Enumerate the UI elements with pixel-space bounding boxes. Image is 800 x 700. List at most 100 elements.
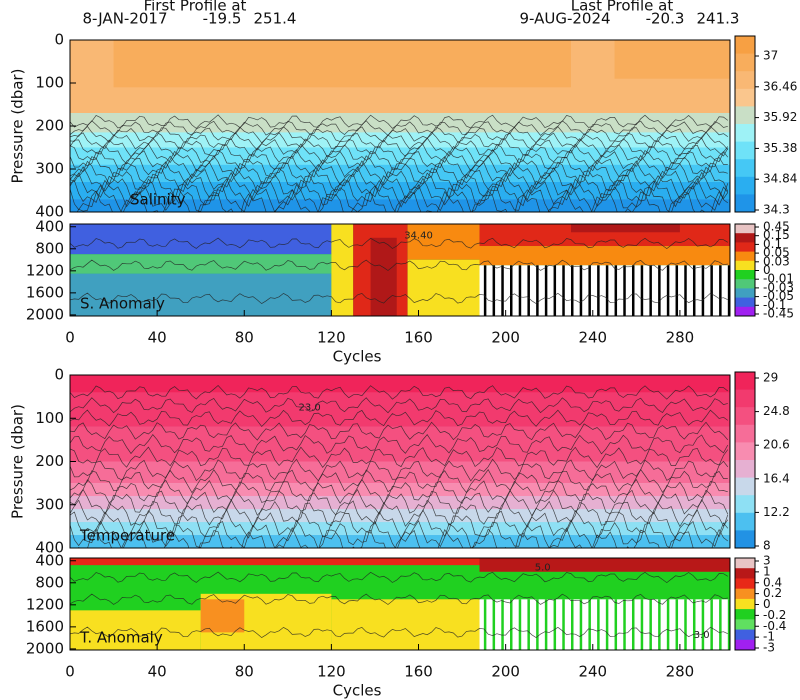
y-tick-label: 800: [35, 573, 64, 591]
colorbar-frame: [734, 35, 756, 213]
contour-line: [70, 519, 729, 548]
x-tick-label: 80: [235, 329, 254, 347]
x-tick-label: 240: [578, 663, 607, 681]
contour-line: [70, 434, 729, 455]
deep-profile: [597, 265, 600, 316]
x-tick-label: 280: [666, 329, 695, 347]
x-tick-label: 280: [666, 663, 695, 681]
colorbar-segment: [735, 530, 755, 549]
deep-profile: [675, 265, 679, 316]
y-tick-label: 400: [35, 203, 64, 221]
first-lon: 251.4: [254, 10, 297, 28]
first-date: 8-JAN-2017: [82, 10, 167, 28]
x-axis-label: Cycles: [333, 682, 382, 700]
field: [70, 224, 730, 316]
deep-profile: [727, 265, 730, 316]
colorbar-frame: [734, 371, 756, 549]
field-region: [370, 237, 397, 316]
field-region: [331, 599, 480, 650]
x-tick-label: 200: [491, 663, 520, 681]
contour-line: [70, 509, 729, 540]
colorbar-segment: [735, 442, 755, 461]
x-tick-label: 0: [65, 663, 75, 681]
deep-profile: [483, 265, 487, 316]
y-tick-label: 2000: [26, 305, 64, 323]
contour-line: [70, 446, 729, 469]
contour-line: [70, 143, 729, 165]
colorbar-segment: [735, 176, 755, 195]
contour-line: [70, 237, 728, 250]
colorbar-segment: [735, 568, 755, 579]
contour-line: [70, 409, 729, 428]
deep-profile: [510, 265, 513, 316]
panel-label: Temperature: [79, 527, 175, 545]
colorbar-label: -0.05: [763, 289, 794, 303]
contour-line: [70, 421, 729, 441]
y-axis-label: Pressure (dbar): [9, 404, 27, 519]
deep-profile: [579, 599, 583, 650]
colorbar-label: 0.05: [763, 246, 790, 260]
colorbar-segment: [735, 588, 755, 600]
colorbar-label: 8: [763, 539, 771, 553]
field-region: [200, 599, 245, 633]
field-region: [614, 40, 730, 79]
deep-profile: [527, 265, 530, 316]
x-tick-label: 80: [235, 663, 254, 681]
deep-profile: [623, 265, 626, 316]
colorbar-segment: [735, 297, 755, 308]
panel-label: S. Anomaly: [80, 295, 165, 313]
y-tick-label: 400: [35, 539, 64, 557]
colorbar-label: 0: [763, 263, 771, 277]
colorbar-label: -3: [763, 641, 775, 655]
y-axis-label: Pressure (dbar): [9, 69, 27, 184]
deep-profile: [588, 599, 591, 650]
deep-profile: [675, 599, 679, 650]
colorbar-segment: [735, 578, 755, 590]
colorbar-label: 36.46: [763, 79, 797, 93]
deep-profile: [553, 599, 557, 650]
colorbar-label: 16.4: [763, 471, 790, 485]
field-region: [70, 147, 730, 165]
colorbar-segment: [735, 424, 755, 443]
deep-profile: [623, 599, 626, 650]
colorbar-segment: [735, 619, 755, 631]
last-profile-label: Last Profile at: [571, 0, 674, 15]
x-tick-label: 40: [148, 329, 167, 347]
colorbar-label: 0.15: [763, 228, 790, 242]
deep-profile: [701, 599, 705, 650]
contour-line: [70, 177, 729, 208]
deep-profile: [692, 265, 696, 316]
contour-line: [70, 385, 729, 400]
colorbar-label: 37: [763, 49, 778, 63]
colorbar-label: -0.2: [763, 608, 786, 622]
colorbar-label: 0.03: [763, 254, 790, 268]
colorbar-label: 29: [763, 371, 778, 385]
colorbar-segment: [735, 242, 755, 253]
deep-profile: [658, 265, 661, 316]
deep-profile: [597, 599, 600, 650]
deep-profile: [614, 265, 618, 316]
colorbar-segment: [735, 88, 755, 107]
colorbar-label: 0.2: [763, 586, 782, 600]
x-tick-label: 120: [317, 663, 346, 681]
deep-profile: [666, 265, 670, 316]
colorbar-segment: [735, 495, 755, 514]
colorbar-label: -0.45: [763, 307, 794, 321]
colorbar-segment: [735, 629, 755, 641]
colorbar-segment: [735, 389, 755, 408]
y-tick-label: 100: [35, 74, 64, 92]
contour-line: [70, 160, 728, 187]
colorbar-segment: [735, 288, 755, 299]
colorbar-segment: [735, 460, 755, 479]
deep-profile: [510, 599, 513, 650]
field-region: [570, 224, 680, 233]
contour-line: [70, 478, 728, 505]
colorbar-label: -0.4: [763, 619, 786, 633]
deep-profile: [719, 599, 722, 650]
y-tick-label: 1600: [26, 283, 64, 301]
deep-profile: [544, 599, 548, 650]
colorbar-segment: [735, 106, 755, 125]
y-tick-label: 300: [35, 495, 64, 513]
colorbar-segment: [735, 372, 755, 391]
colorbar-label: 34.84: [763, 172, 797, 186]
